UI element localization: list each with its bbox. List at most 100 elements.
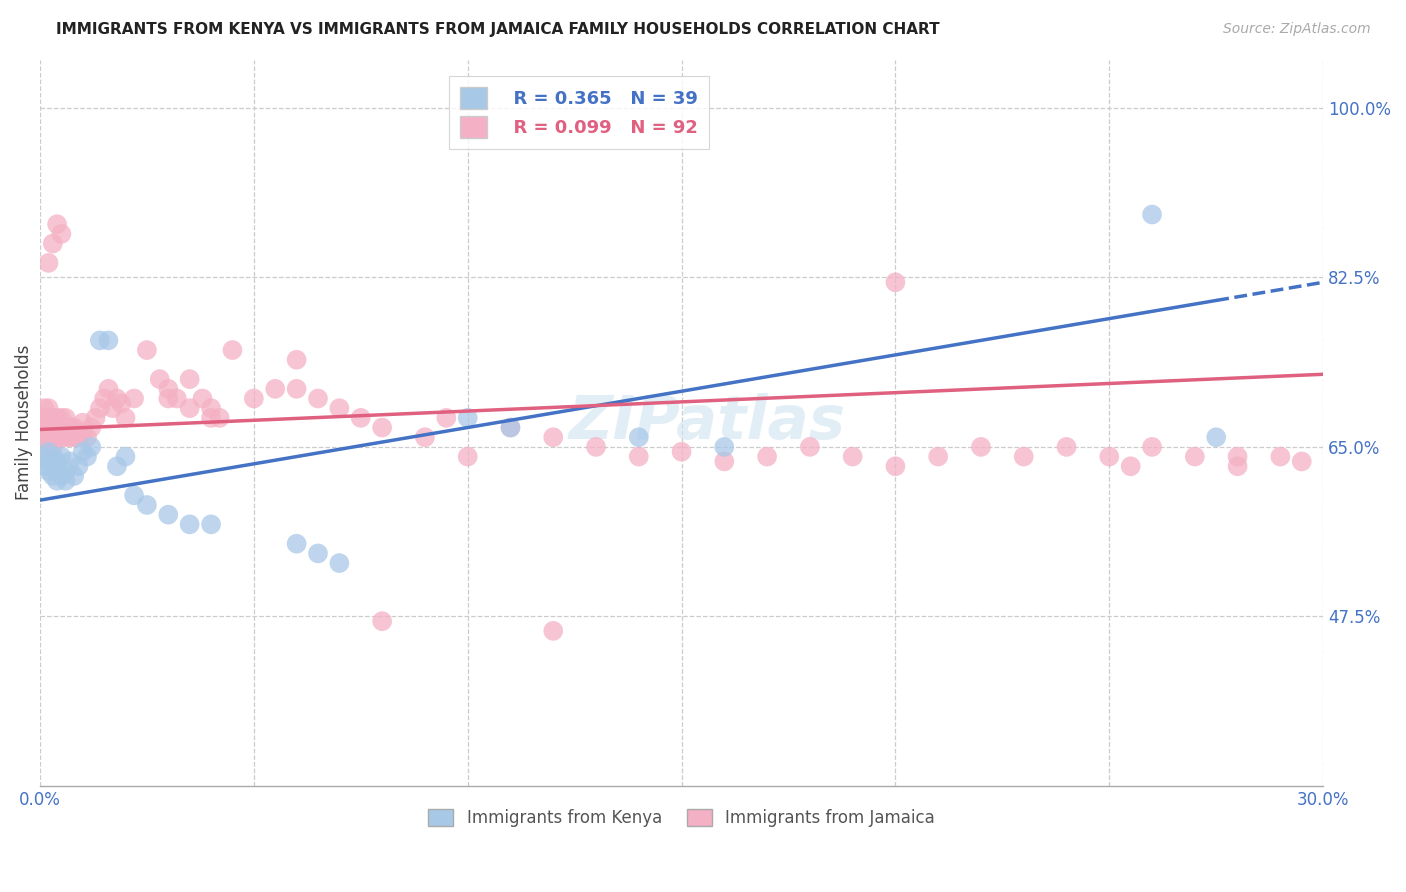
Point bbox=[63, 420, 86, 434]
Point bbox=[76, 430, 98, 444]
Point bbox=[884, 275, 907, 289]
Text: ZIPatlas: ZIPatlas bbox=[568, 393, 846, 452]
Point bbox=[32, 459, 55, 474]
Point bbox=[72, 444, 94, 458]
Point bbox=[38, 454, 60, 468]
Point bbox=[200, 517, 222, 532]
Point bbox=[1226, 459, 1249, 474]
Point bbox=[89, 334, 111, 348]
Point bbox=[42, 420, 65, 434]
Point bbox=[179, 401, 201, 416]
Point bbox=[89, 401, 111, 416]
Point bbox=[122, 488, 145, 502]
Point bbox=[105, 459, 128, 474]
Point bbox=[110, 396, 132, 410]
Point bbox=[1056, 440, 1078, 454]
Point bbox=[55, 464, 77, 478]
Point bbox=[84, 410, 107, 425]
Point bbox=[179, 517, 201, 532]
Point bbox=[72, 425, 94, 440]
Point bbox=[51, 450, 73, 464]
Point bbox=[200, 410, 222, 425]
Point bbox=[1012, 450, 1035, 464]
Point bbox=[157, 508, 180, 522]
Point bbox=[434, 410, 457, 425]
Point bbox=[55, 474, 77, 488]
Point bbox=[59, 430, 82, 444]
Point bbox=[307, 546, 329, 560]
Point bbox=[157, 392, 180, 406]
Point bbox=[46, 430, 69, 444]
Legend: Immigrants from Kenya, Immigrants from Jamaica: Immigrants from Kenya, Immigrants from J… bbox=[420, 801, 943, 836]
Point bbox=[1205, 430, 1227, 444]
Point bbox=[32, 430, 55, 444]
Point bbox=[285, 537, 308, 551]
Point bbox=[208, 410, 231, 425]
Point bbox=[38, 410, 60, 425]
Text: Source: ZipAtlas.com: Source: ZipAtlas.com bbox=[1223, 22, 1371, 37]
Point bbox=[149, 372, 172, 386]
Point bbox=[51, 227, 73, 241]
Point bbox=[541, 430, 564, 444]
Point bbox=[114, 450, 136, 464]
Point bbox=[114, 410, 136, 425]
Point bbox=[927, 450, 949, 464]
Point bbox=[499, 420, 522, 434]
Point bbox=[585, 440, 607, 454]
Point bbox=[756, 450, 779, 464]
Point bbox=[799, 440, 821, 454]
Point bbox=[166, 392, 188, 406]
Point bbox=[42, 459, 65, 474]
Point bbox=[371, 420, 394, 434]
Point bbox=[51, 430, 73, 444]
Text: IMMIGRANTS FROM KENYA VS IMMIGRANTS FROM JAMAICA FAMILY HOUSEHOLDS CORRELATION C: IMMIGRANTS FROM KENYA VS IMMIGRANTS FROM… bbox=[56, 22, 939, 37]
Point bbox=[841, 450, 863, 464]
Point bbox=[1226, 450, 1249, 464]
Point bbox=[51, 469, 73, 483]
Point bbox=[1098, 450, 1121, 464]
Point bbox=[97, 334, 120, 348]
Point bbox=[59, 420, 82, 434]
Point bbox=[46, 217, 69, 231]
Point bbox=[80, 440, 103, 454]
Point bbox=[80, 420, 103, 434]
Point bbox=[627, 450, 650, 464]
Point bbox=[285, 352, 308, 367]
Point bbox=[32, 450, 55, 464]
Point bbox=[97, 382, 120, 396]
Point bbox=[67, 459, 90, 474]
Point bbox=[38, 444, 60, 458]
Point bbox=[371, 614, 394, 628]
Point bbox=[264, 382, 287, 396]
Point bbox=[55, 420, 77, 434]
Point bbox=[55, 410, 77, 425]
Point bbox=[42, 410, 65, 425]
Point bbox=[413, 430, 436, 444]
Point bbox=[72, 416, 94, 430]
Point bbox=[67, 430, 90, 444]
Y-axis label: Family Households: Family Households bbox=[15, 345, 32, 500]
Point bbox=[46, 410, 69, 425]
Point bbox=[105, 392, 128, 406]
Point bbox=[285, 382, 308, 396]
Point bbox=[42, 450, 65, 464]
Point bbox=[1184, 450, 1206, 464]
Point bbox=[38, 401, 60, 416]
Point bbox=[157, 382, 180, 396]
Point bbox=[32, 410, 55, 425]
Point bbox=[42, 440, 65, 454]
Point bbox=[191, 392, 214, 406]
Point bbox=[101, 401, 124, 416]
Point bbox=[46, 420, 69, 434]
Point bbox=[63, 430, 86, 444]
Point bbox=[42, 430, 65, 444]
Point bbox=[46, 474, 69, 488]
Point bbox=[328, 401, 350, 416]
Point bbox=[135, 498, 157, 512]
Point bbox=[38, 420, 60, 434]
Point bbox=[713, 440, 735, 454]
Point bbox=[38, 430, 60, 444]
Point bbox=[499, 420, 522, 434]
Point bbox=[200, 401, 222, 416]
Point bbox=[627, 430, 650, 444]
